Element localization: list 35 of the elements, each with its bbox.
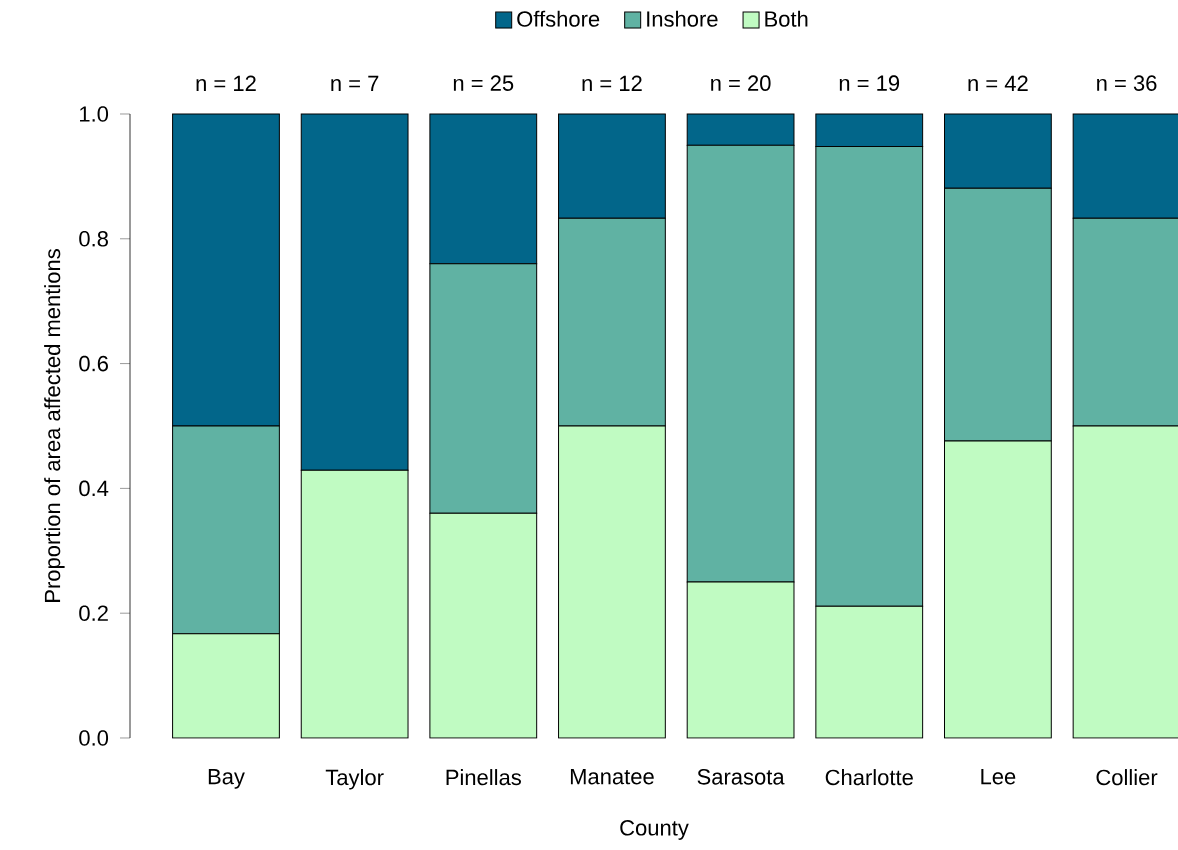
text: n = 12: [582, 75, 642, 91]
text: n = 12: [196, 75, 256, 91]
y-tick-label: 0.8: [79, 231, 108, 247]
bar: [1072, 425, 1178, 739]
x-axis-title: County: [620, 820, 689, 840]
text: n = 20: [711, 75, 771, 91]
text: n = 25: [453, 75, 514, 91]
bar: [687, 581, 794, 738]
bar: [815, 606, 923, 738]
bar: [558, 425, 666, 738]
bar: [172, 633, 280, 738]
x-tick-label: Sarasota: [697, 769, 785, 785]
bar: [429, 513, 537, 738]
bar: [944, 440, 1052, 738]
text: n = 36: [1097, 75, 1157, 91]
x-tick-label: Lee: [981, 769, 1016, 785]
text: n = 7: [331, 75, 379, 91]
x-tick-label: Collier: [1096, 769, 1158, 786]
x-tick-label: Manatee: [570, 769, 654, 785]
legend-label: Offshore: [517, 10, 600, 27]
y-tick-label: 0.0: [79, 730, 109, 746]
x-tick-label: Pinellas: [446, 769, 521, 786]
y-tick-label: 0.6: [79, 355, 108, 372]
y-tick-label: 0.4: [79, 480, 109, 497]
text: n = 42: [968, 75, 1028, 91]
x-tick-label: Charlotte: [825, 769, 913, 786]
x-tick-label: Taylor: [325, 769, 384, 790]
y-axis-title: Proportion of area affected mentions: [44, 249, 65, 602]
x-tick-label: Bay: [208, 769, 245, 789]
y-tick-label: 0.2: [79, 605, 108, 621]
bar: [301, 470, 409, 738]
text: n = 19: [839, 75, 900, 91]
legend-label: Both: [765, 10, 808, 27]
y-tick-label: 1.0: [80, 106, 109, 122]
legend-label: Inshore: [647, 10, 718, 27]
